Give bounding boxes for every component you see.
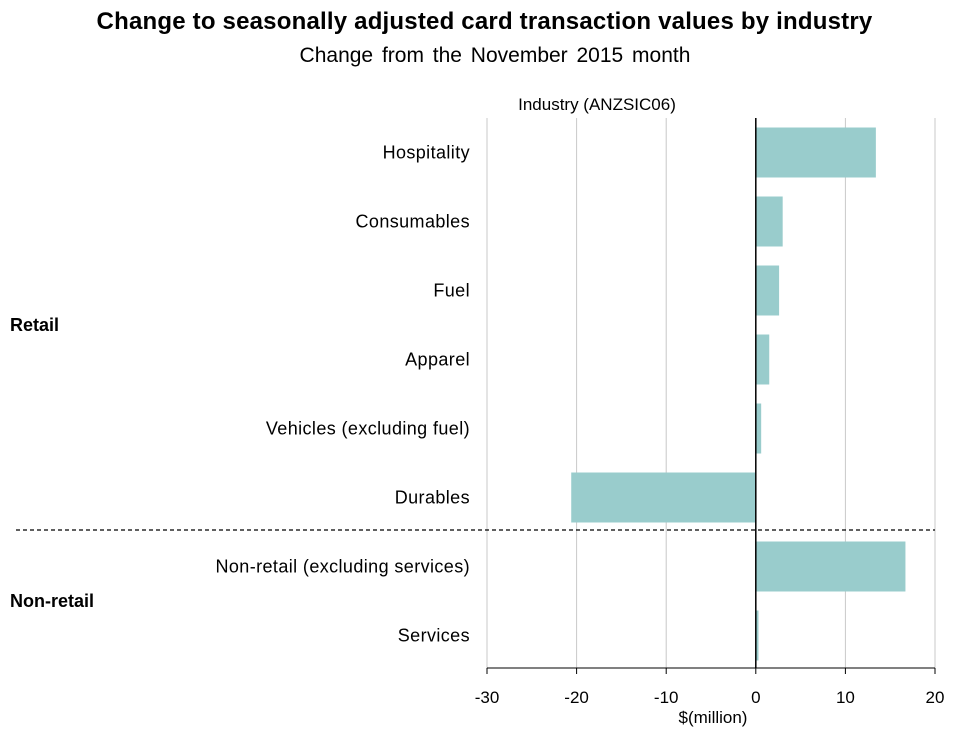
bar: [755, 265, 780, 316]
x-tick-label: -30: [475, 688, 500, 707]
category-label: Durables: [395, 488, 470, 508]
bar: [755, 334, 770, 385]
bar: [755, 196, 783, 247]
x-tick-label: 20: [926, 688, 945, 707]
bar: [755, 610, 759, 661]
bar: [571, 472, 756, 523]
bar: [755, 541, 906, 592]
category-label: Hospitality: [383, 143, 470, 163]
category-label: Apparel: [405, 350, 470, 370]
group-label-retail: Retail: [10, 315, 59, 335]
category-label: Non-retail (excluding services): [216, 557, 471, 577]
category-label: Services: [398, 626, 470, 646]
x-tick-label: 0: [751, 688, 760, 707]
category-label: Consumables: [356, 212, 470, 232]
group-label-non-retail: Non-retail: [10, 591, 94, 611]
bar: [755, 403, 762, 454]
chart-subtitle: Change from the November 2015 month: [299, 44, 691, 67]
x-tick-label: 10: [836, 688, 855, 707]
x-axis-title: $(million): [679, 708, 748, 727]
bar: [755, 127, 876, 178]
category-label: Vehicles (excluding fuel): [266, 419, 470, 439]
chart-title: Change to seasonally adjusted card trans…: [96, 8, 873, 35]
y-axis-title: Industry (ANZSIC06): [518, 95, 676, 114]
category-label: Fuel: [433, 281, 470, 301]
x-tick-label: -20: [564, 688, 589, 707]
x-tick-label: -10: [654, 688, 679, 707]
